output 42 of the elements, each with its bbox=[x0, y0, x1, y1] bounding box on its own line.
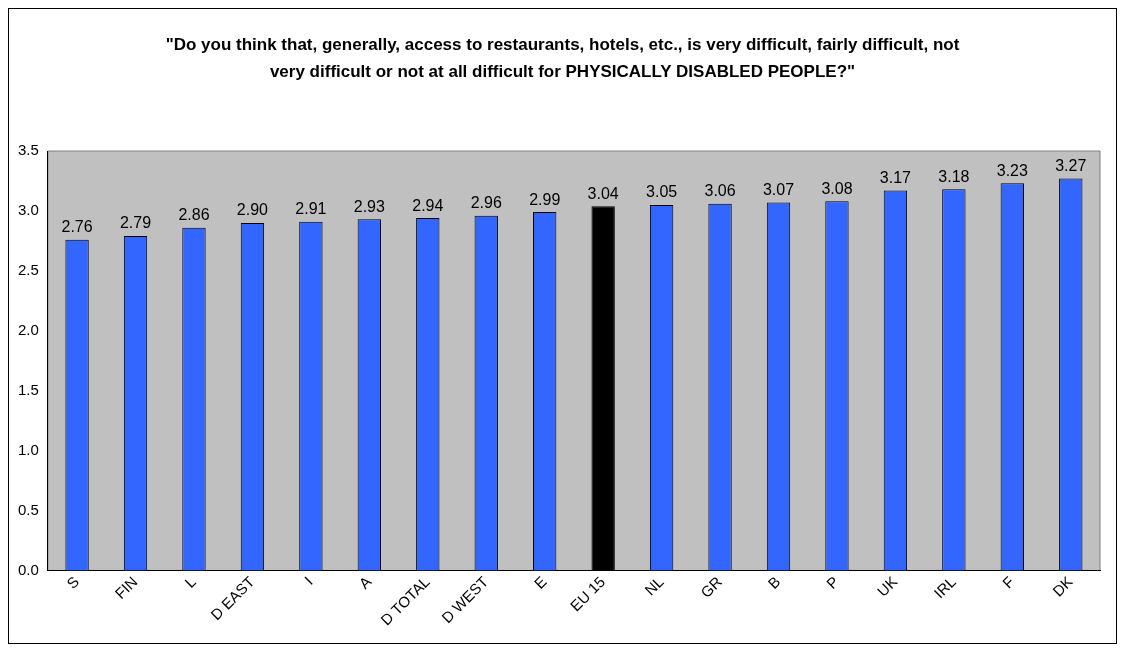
x-tick-label: UK bbox=[873, 572, 901, 600]
y-tick-label: 1.5 bbox=[17, 380, 39, 398]
x-tick-label: B bbox=[764, 572, 784, 592]
data-label: 3.18 bbox=[938, 167, 970, 185]
y-tick-label: 3.5 bbox=[17, 141, 39, 159]
data-label: 2.96 bbox=[470, 194, 502, 212]
data-label: 2.99 bbox=[529, 190, 561, 208]
y-tick-label: 2.0 bbox=[17, 320, 39, 338]
data-label: 3.05 bbox=[646, 183, 678, 201]
x-tick-label: E bbox=[530, 572, 550, 592]
x-tick-label: FIN bbox=[111, 572, 141, 602]
x-tick-label: P bbox=[822, 572, 843, 592]
x-tick-label: IRL bbox=[930, 572, 959, 602]
x-tick-label: S bbox=[63, 572, 83, 592]
chart-title: "Do you think that, generally, access to restaurants, hotels, etc., is very difficult, fairly difficult, not very difficult or not at all difficult for PHYSICALLY DISABLED PEOPLE?" bbox=[164, 34, 961, 83]
y-tick-label: 2.5 bbox=[17, 260, 39, 278]
data-label: 3.07 bbox=[762, 180, 795, 198]
y-tick-label: 0.0 bbox=[17, 560, 39, 578]
data-label: 2.76 bbox=[61, 218, 93, 236]
y-tick-label: 3.0 bbox=[17, 201, 39, 219]
x-tick-label: GR bbox=[697, 572, 726, 601]
data-label: 3.17 bbox=[879, 168, 912, 186]
data-label: 3.08 bbox=[821, 179, 853, 197]
x-tick-label: L bbox=[181, 572, 200, 591]
y-tick-label: 0.5 bbox=[17, 500, 39, 518]
data-label: 2.79 bbox=[119, 214, 152, 232]
x-tick-label: I bbox=[300, 572, 316, 588]
y-tick-label: 1.0 bbox=[17, 440, 39, 458]
data-label: 2.86 bbox=[178, 206, 210, 224]
data-label: 3.27 bbox=[1055, 156, 1087, 174]
data-label: 2.91 bbox=[295, 200, 327, 218]
x-tick-label: NL bbox=[641, 572, 667, 599]
data-label: 3.06 bbox=[704, 182, 736, 200]
data-label: 3.04 bbox=[587, 184, 619, 202]
data-label: 3.23 bbox=[996, 161, 1028, 179]
data-label: 2.90 bbox=[236, 201, 269, 219]
data-label: 2.94 bbox=[412, 196, 444, 214]
x-tick-label: A bbox=[355, 572, 375, 592]
x-tick-label: DK bbox=[1049, 572, 1076, 600]
x-tick-label: F bbox=[998, 572, 1018, 592]
data-label: 2.93 bbox=[353, 197, 386, 215]
x-tick-label: EU 15 bbox=[566, 572, 609, 615]
